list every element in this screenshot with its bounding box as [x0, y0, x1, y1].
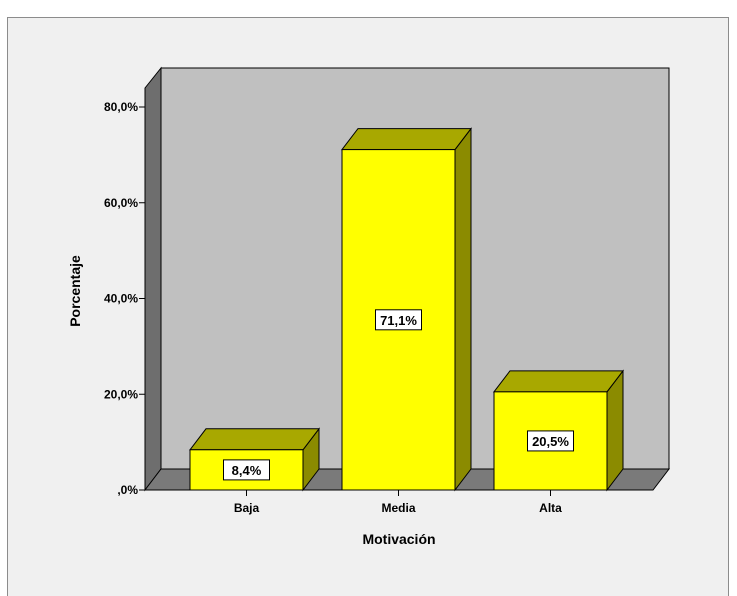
plot-side-wall: [144, 66, 162, 492]
x-tick-label: Media: [381, 501, 415, 515]
bars: 8,4% 71,1% 20,5%: [188, 127, 625, 492]
y-tick-label: 60,0%: [104, 196, 138, 210]
data-label-box: [223, 459, 270, 481]
y-tick-label: 80,0%: [104, 100, 138, 114]
x-axis-ticks: Baja Media Alta: [234, 490, 562, 515]
bar-top: [340, 128, 473, 151]
y-axis-ticks: ,0% 20,0% 40,0% 60,0% 80,0%: [104, 100, 145, 497]
y-tick-label: 40,0%: [104, 292, 138, 306]
y-axis-title: Porcentaje: [67, 255, 83, 327]
x-tick-label: Alta: [539, 501, 562, 515]
bar-side: [454, 127, 472, 492]
y-tick-label: 20,0%: [104, 387, 138, 401]
x-tick-label: Baja: [234, 501, 260, 515]
y-tick-label: ,0%: [117, 483, 138, 497]
data-label-box: [375, 309, 422, 331]
data-label: 71,1%: [380, 313, 417, 328]
x-axis-title: Motivación: [362, 531, 435, 547]
bar-top: [188, 428, 321, 451]
data-label: 20,5%: [532, 434, 569, 449]
bar-media: 71,1%: [340, 127, 473, 492]
bar-top: [492, 370, 625, 393]
data-label-box: [527, 430, 574, 452]
bar-alta: 20,5%: [492, 369, 625, 492]
data-label: 8,4%: [232, 463, 262, 478]
bar-baja: 8,4%: [188, 427, 321, 492]
